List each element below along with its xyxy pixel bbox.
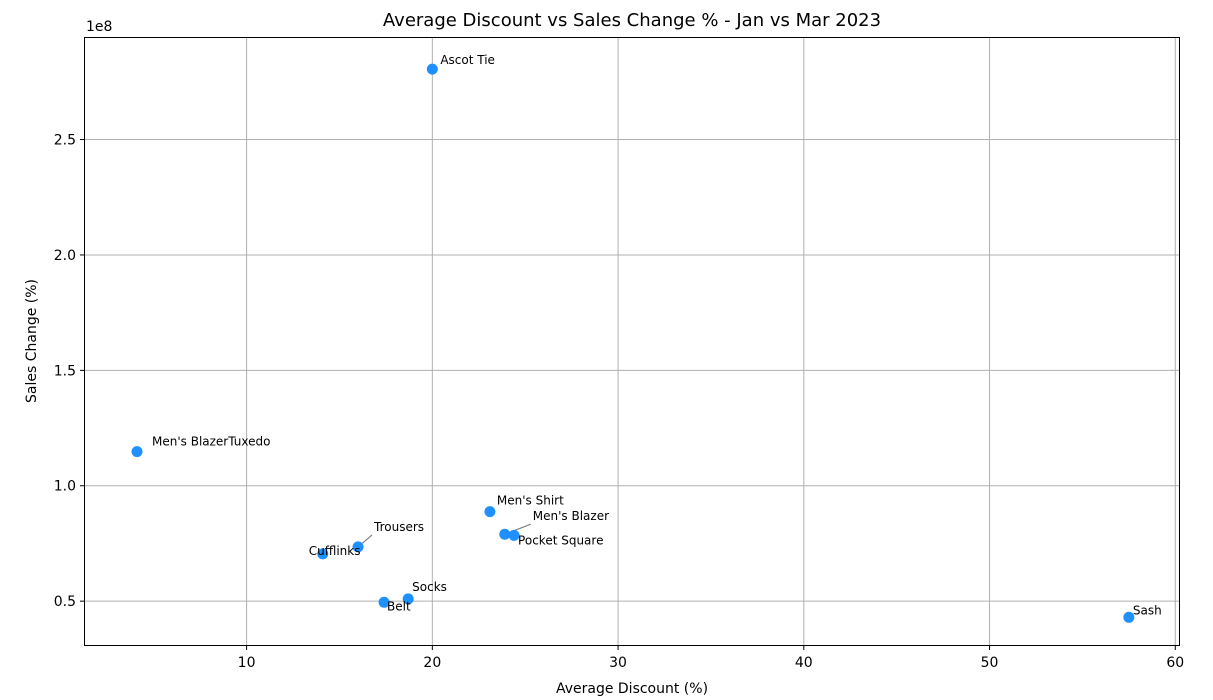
scatter-point bbox=[508, 529, 520, 541]
scatter-point bbox=[426, 63, 438, 75]
point-label: Cufflinks bbox=[309, 544, 361, 558]
y-tick-label: 2.0 bbox=[54, 248, 76, 264]
x-axis-label: Average Discount (%) bbox=[556, 681, 708, 697]
point-label: Men's Shirt bbox=[497, 494, 564, 508]
scatter-point bbox=[352, 541, 364, 553]
grid bbox=[85, 38, 1179, 645]
y-tick-label: 1.5 bbox=[54, 363, 76, 379]
data-points bbox=[131, 63, 1135, 623]
y-tick-label: 2.5 bbox=[54, 133, 76, 149]
scatter-point bbox=[402, 593, 414, 605]
axis-ticks: 10 20 30 40 50 60 0.5 1.0 1.5 2.0 2.5 bbox=[54, 133, 1184, 671]
point-label: Socks bbox=[412, 580, 447, 594]
point-label: Sash bbox=[1133, 603, 1162, 617]
y-tick-label: 0.5 bbox=[54, 594, 76, 610]
x-tick-label: 20 bbox=[423, 655, 441, 671]
y-tick-label: 1.0 bbox=[54, 479, 76, 495]
point-label: Men's BlazerTuxedo bbox=[152, 435, 270, 449]
scatter-point bbox=[1123, 611, 1135, 623]
x-tick-label: 50 bbox=[981, 655, 999, 671]
chart-title: Average Discount vs Sales Change % - Jan… bbox=[383, 10, 881, 31]
x-tick-label: 10 bbox=[238, 655, 256, 671]
scatter-point bbox=[378, 596, 390, 608]
plot-frame bbox=[84, 37, 1180, 646]
scatter-point bbox=[499, 528, 511, 540]
y-offset-text: 1e8 bbox=[86, 19, 112, 35]
point-label: Belt bbox=[387, 599, 411, 613]
scatter-point bbox=[131, 446, 143, 458]
y-axis-label: Sales Change (%) bbox=[24, 279, 40, 403]
x-tick-label: 60 bbox=[1166, 655, 1184, 671]
point-label: Pocket Square bbox=[518, 533, 603, 547]
x-tick-label: 40 bbox=[795, 655, 813, 671]
scatter-point bbox=[484, 506, 496, 518]
scatter-point bbox=[317, 548, 329, 560]
point-label: Ascot Tie bbox=[440, 53, 495, 67]
point-label: Trousers bbox=[373, 520, 424, 534]
x-tick-label: 30 bbox=[609, 655, 627, 671]
data-labels: Ascot Tie Men's BlazerTuxedo Men's ShirtMe… bbox=[152, 53, 1162, 617]
point-label: Men's Blazer bbox=[533, 509, 609, 523]
